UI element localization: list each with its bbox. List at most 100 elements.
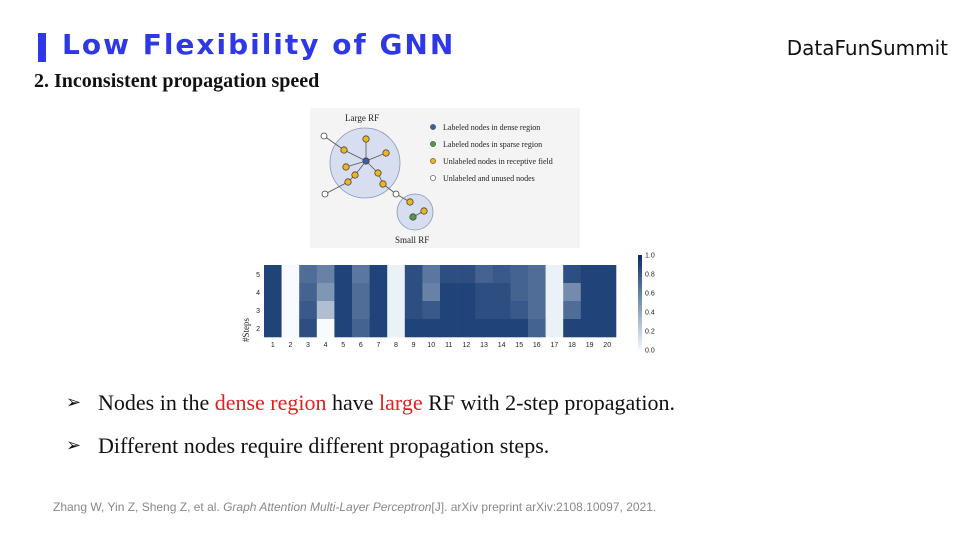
heatmap-cell (510, 319, 529, 338)
colorbar-segment (638, 269, 642, 272)
colorbar-segment (638, 257, 642, 261)
heatmap-cell (316, 301, 335, 320)
colorbar-tick: 0.4 (645, 310, 655, 317)
heatmap-cell (492, 301, 511, 320)
heatmap-cell (457, 301, 476, 320)
legend-label: Unlabeled nodes in receptive field (443, 157, 553, 166)
figure-svg: Large RF Small RF Labeled nodes in dense… (241, 108, 655, 355)
colorbar-segment (638, 335, 642, 339)
heatmap-cell (528, 283, 546, 302)
small-rf-label: Small RF (395, 235, 429, 245)
colorbar-tick: 1.0 (645, 253, 655, 260)
heatmap-x-tick: 2 (288, 342, 292, 349)
heatmap-x-tick: 19 (586, 342, 594, 349)
heatmap-cell (563, 265, 582, 284)
heatmap-cell (598, 265, 617, 284)
bullet-arrow-icon: ➢ (66, 392, 82, 413)
unlabeled-rf-node (374, 169, 382, 177)
heatmap-x-tick: 10 (427, 342, 435, 349)
heatmap-cell (492, 265, 511, 284)
heatmap-cell (545, 301, 564, 320)
heatmap-cell (369, 265, 388, 284)
title-accent-bar (38, 33, 46, 62)
heatmap-cell (510, 283, 529, 302)
heatmap-cell (598, 283, 617, 302)
heatmap-cell (387, 265, 406, 284)
heatmap-x-tick: 8 (394, 342, 398, 349)
figure: Large RF Small RF Labeled nodes in dense… (230, 108, 660, 358)
colorbar-segment (638, 285, 642, 289)
heatmap-cell (281, 265, 300, 284)
colorbar-segment (638, 278, 642, 282)
unlabeled-rf-node (351, 171, 359, 179)
heatmap-cell (563, 301, 582, 320)
heatmap-cell (563, 283, 582, 302)
heatmap-x-tick: 3 (306, 342, 310, 349)
colorbar-tick: 0.2 (645, 329, 655, 336)
heatmap-cell (598, 301, 617, 320)
heatmap-y-tick: 5 (256, 272, 260, 279)
heatmap-x-tick: 12 (463, 342, 471, 349)
heatmap-x-tick: 7 (376, 342, 380, 349)
heatmap-cell (334, 265, 353, 284)
heatmap-cell (528, 319, 546, 338)
colorbar-segment (638, 307, 642, 310)
colorbar-tick: 0.8 (645, 272, 655, 279)
heatmap-x-tick: 15 (515, 342, 523, 349)
heatmap-cell (352, 265, 370, 284)
heatmap-cell (299, 265, 318, 284)
heatmap-cell (281, 283, 300, 302)
heatmap-cell (492, 283, 511, 302)
large-rf-label: Large RF (345, 113, 379, 123)
unused-node (320, 132, 328, 140)
heatmap-cell (352, 319, 370, 338)
heatmap-x-tick: 16 (533, 342, 541, 349)
small-rf-circle (396, 193, 434, 231)
colorbar-segment (638, 262, 642, 265)
bullet-text-2: Different nodes require different propag… (98, 433, 550, 458)
heatmap-cell (440, 283, 458, 302)
heatmap-cell (457, 265, 476, 284)
heatmap-cell (404, 319, 423, 338)
unlabeled-rf-node (406, 198, 414, 206)
heatmap-cell (422, 283, 441, 302)
colorbar-segment (638, 328, 642, 332)
heatmap-cell (299, 301, 318, 320)
unlabeled-rf-node (362, 135, 370, 143)
colorbar-segment (638, 342, 642, 346)
labeled-sparse-node (409, 213, 417, 221)
colorbar-tick: 0.6 (645, 291, 655, 298)
heatmap-y-tick: 2 (256, 326, 260, 333)
graph-nodes (320, 132, 428, 221)
heatmap-cell (264, 301, 282, 320)
heatmap-x-tick: 18 (568, 342, 576, 349)
legend-marker (430, 141, 436, 147)
colorbar-segment (638, 333, 642, 337)
heatmap-ylabel: #Steps (241, 318, 251, 343)
colorbar-segment (638, 274, 642, 277)
heatmap-cell (334, 301, 353, 320)
heatmap-cell (404, 301, 423, 320)
heatmap-cell (316, 283, 335, 302)
heatmap-cell (369, 319, 388, 338)
diagram-legend: Labeled nodes in dense region Labeled nod… (430, 123, 553, 183)
heatmap-cell (475, 301, 494, 320)
colorbar: 1.0 0.8 0.6 0.4 0.2 0.0 (638, 253, 655, 355)
colorbar-segment (638, 288, 642, 291)
legend-marker (430, 158, 436, 164)
heatmap-cell (457, 283, 476, 302)
heatmap-cell (299, 319, 318, 338)
heatmap-cell (492, 319, 511, 338)
heatmap-cell (440, 319, 458, 338)
heatmap-y-tick: 3 (256, 308, 260, 315)
heatmap-x-tick: 1 (271, 342, 275, 349)
heatmap-cell (475, 283, 494, 302)
heatmap-x-tick: 4 (324, 342, 328, 349)
heatmap-x-tick: 20 (603, 342, 611, 349)
colorbar-segment (638, 297, 642, 301)
unused-node (321, 190, 329, 198)
colorbar-segment (638, 264, 642, 268)
heatmap-y-tick: 4 (256, 290, 260, 297)
heatmap-cell (299, 283, 318, 302)
